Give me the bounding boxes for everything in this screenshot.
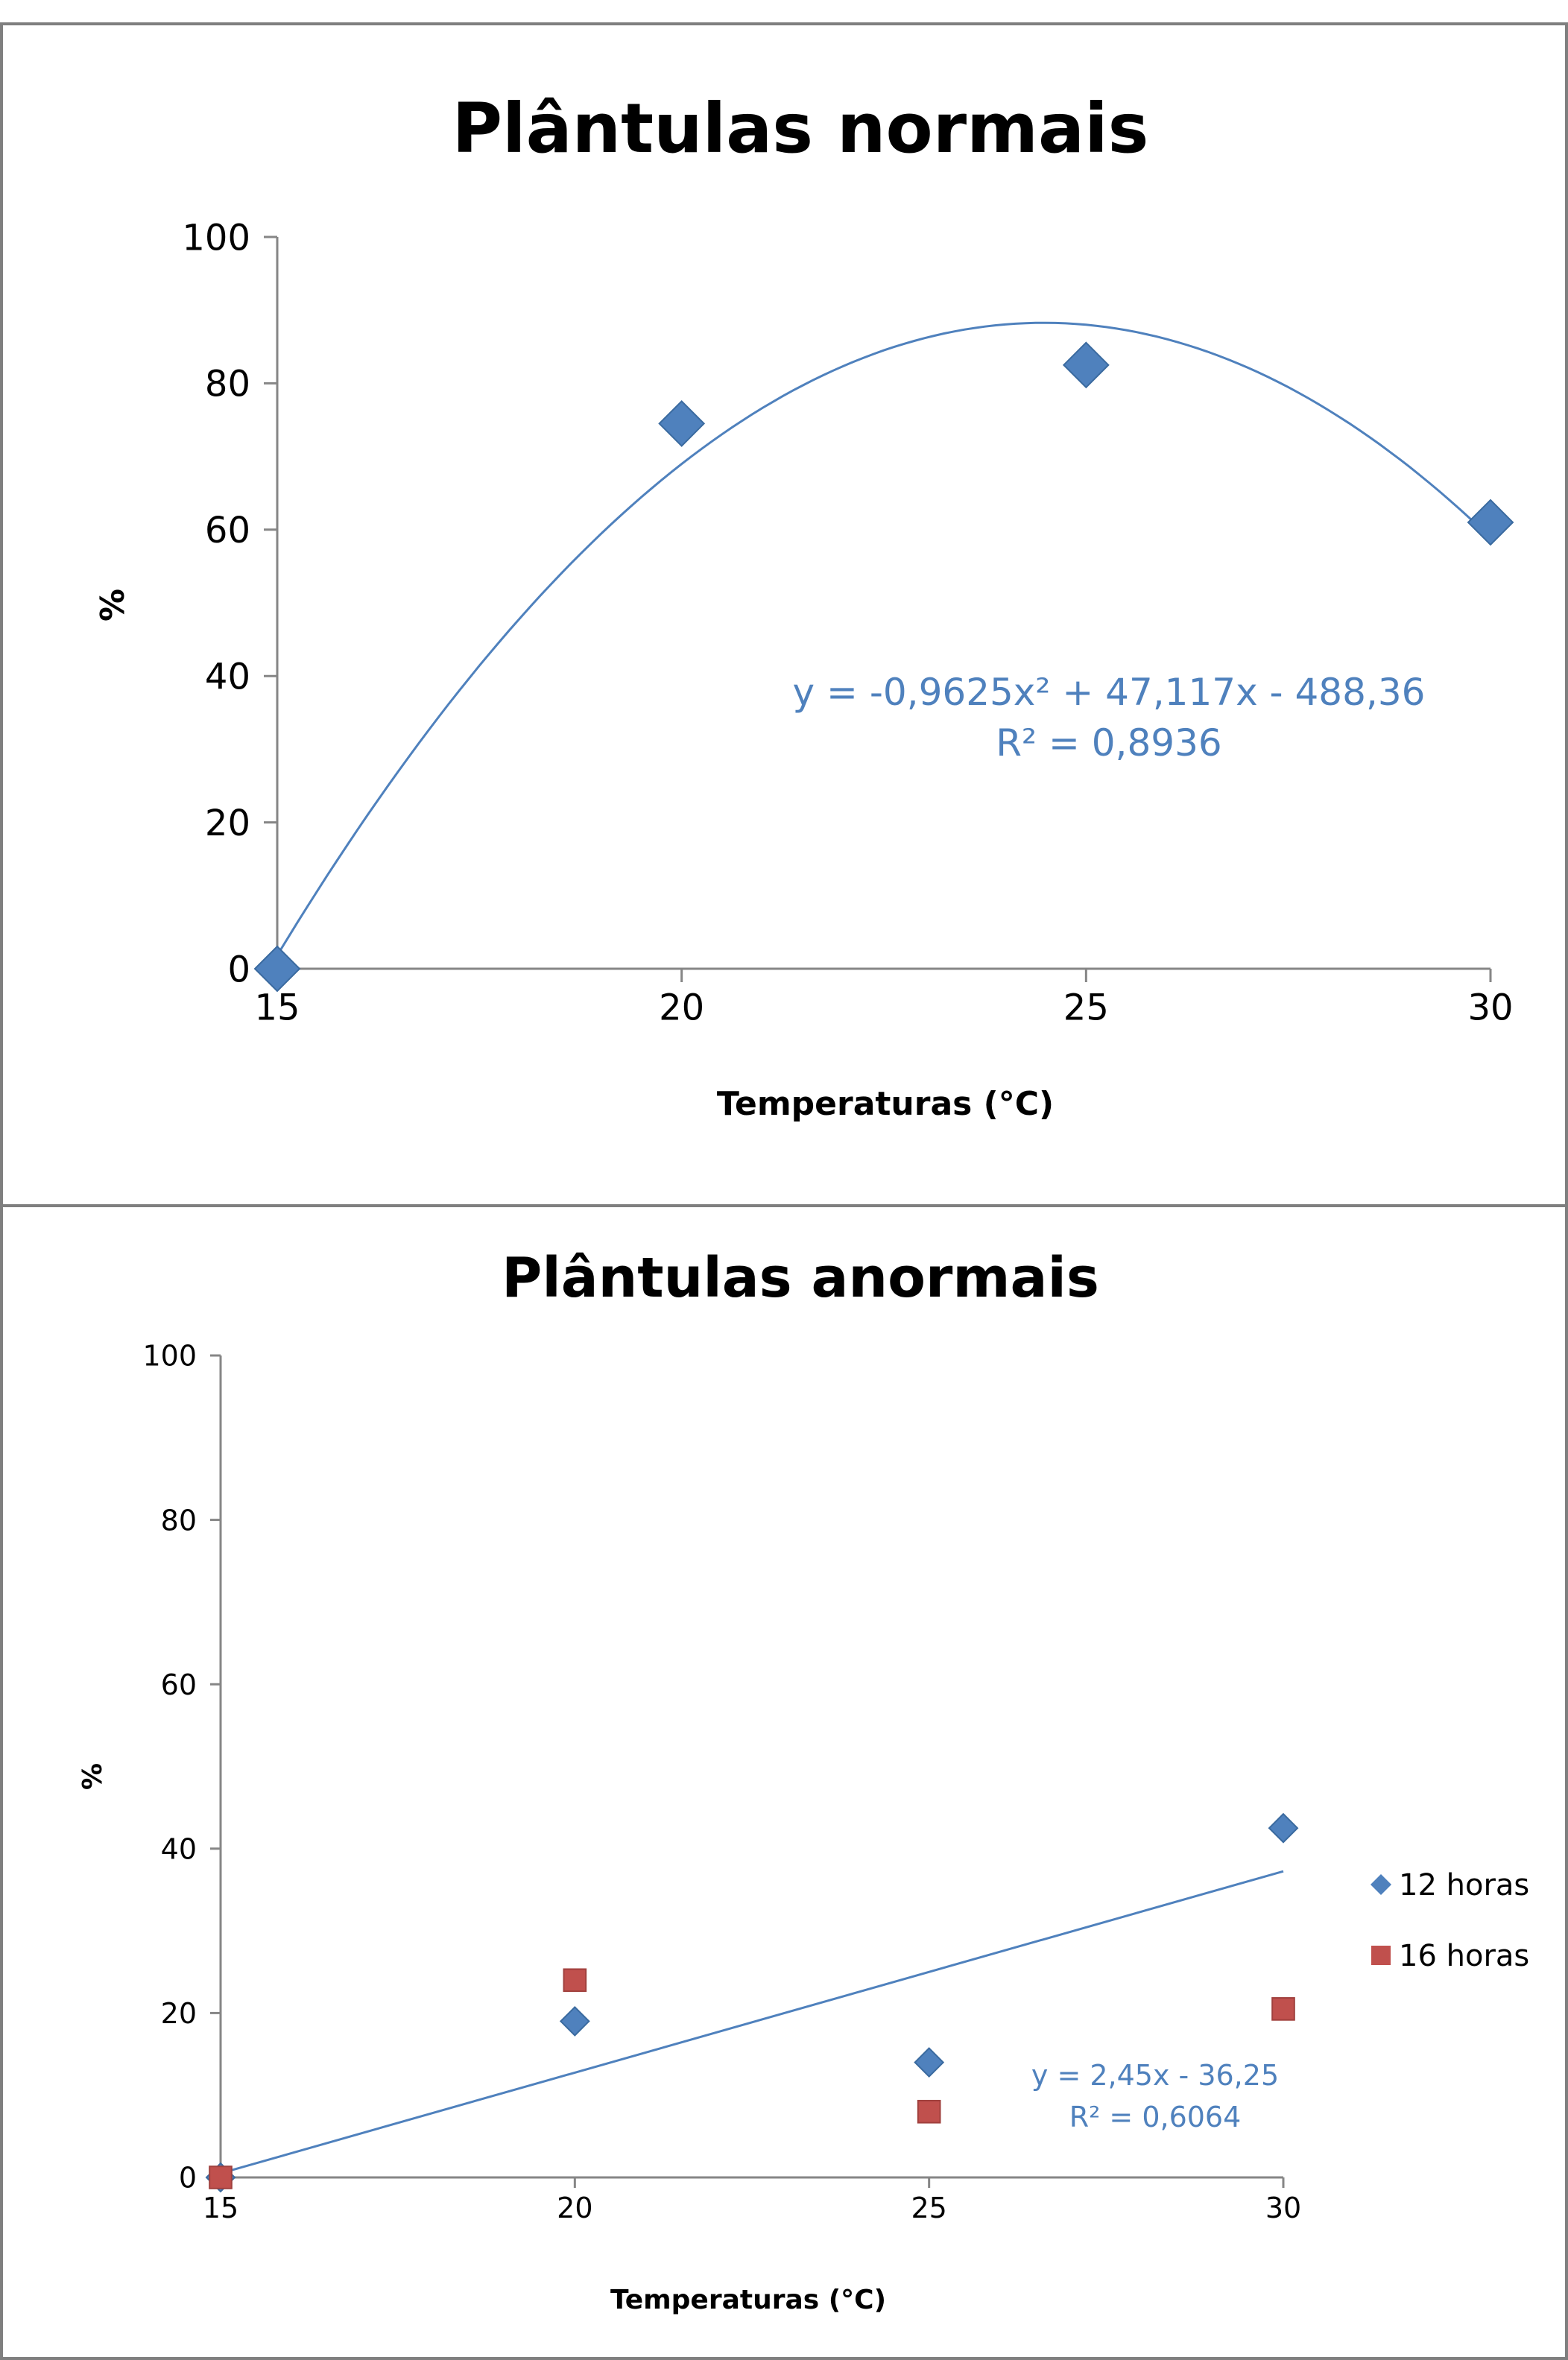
data-point-series-1 [658, 399, 706, 447]
data-point-series-1 [559, 2006, 590, 2037]
y-axis-label: % [94, 589, 132, 621]
x-axis-label: Temperaturas (°C) [610, 2285, 886, 2315]
y-tick-label: 60 [161, 1668, 197, 1701]
trendline-equation: y = 2,45x - 36,25 [1031, 2059, 1279, 2092]
y-axis-label: % [78, 1763, 108, 1790]
y-tick-label: 100 [142, 1340, 197, 1373]
trendline-r2: R² = 0,8936 [996, 721, 1221, 765]
x-tick-label: 30 [1265, 2192, 1301, 2224]
y-tick-label: 40 [205, 656, 250, 697]
legend-label: 12 horas [1399, 1868, 1529, 1902]
y-tick-label: 0 [179, 2162, 197, 2195]
x-tick-label: 25 [911, 2192, 946, 2224]
data-point-series-1 [914, 2047, 945, 2078]
data-point-series-1 [1467, 499, 1514, 546]
data-point-series-1 [253, 945, 301, 993]
x-tick-label: 15 [203, 2192, 238, 2224]
legend-label: 16 horas [1399, 1939, 1529, 1973]
x-axis-label: Temperaturas (°C) [717, 1085, 1054, 1123]
chart-panel-normais: Plântulas normais 0 20 40 60 80 100 15 20 25 30 y… [0, 22, 1568, 1207]
y-tick-label: 100 [182, 217, 250, 259]
y-tick-label: 80 [161, 1504, 197, 1537]
x-tick-label: 15 [254, 987, 300, 1028]
legend-marker [1371, 1946, 1391, 1965]
data-point-series-2 [563, 1968, 587, 1993]
trendline [276, 321, 1492, 956]
trendline-r2: R² = 0,6064 [1069, 2101, 1242, 2133]
data-point-series-2 [1271, 1997, 1295, 2021]
data-point-series-1 [1268, 1812, 1299, 1844]
y-tick-label: 60 [205, 510, 250, 551]
y-tick-label: 40 [161, 1832, 197, 1865]
x-tick-label: 30 [1467, 987, 1513, 1028]
chart-title: Plântulas anormais [502, 1246, 1099, 1310]
chart-panel-anormais: Plântulas anormais 0 20 40 60 80 100 15 20 25 30 … [0, 1204, 1568, 2360]
y-tick-label: 20 [205, 803, 250, 844]
data-point-series-1 [1062, 341, 1110, 389]
legend: 12 horas 16 horas [1371, 1868, 1529, 1973]
x-tick-label: 20 [659, 987, 704, 1028]
chart-title: Plântulas normais [452, 89, 1149, 168]
legend-marker [1371, 1874, 1391, 1895]
data-point-series-2 [917, 2099, 941, 2124]
y-tick-label: 0 [227, 949, 250, 990]
x-tick-label: 20 [557, 2192, 592, 2224]
y-tick-label: 80 [205, 364, 250, 405]
data-point-series-2 [209, 2166, 233, 2189]
chart-normais-svg: Plântulas normais 0 20 40 60 80 100 15 20 25 30 y… [94, 89, 1514, 1123]
trendline-equation: y = -0,9625x² + 47,117x - 488,36 [793, 671, 1426, 714]
trendline [220, 1870, 1284, 2174]
x-tick-label: 25 [1063, 987, 1109, 1028]
y-tick-label: 20 [161, 1997, 197, 2030]
